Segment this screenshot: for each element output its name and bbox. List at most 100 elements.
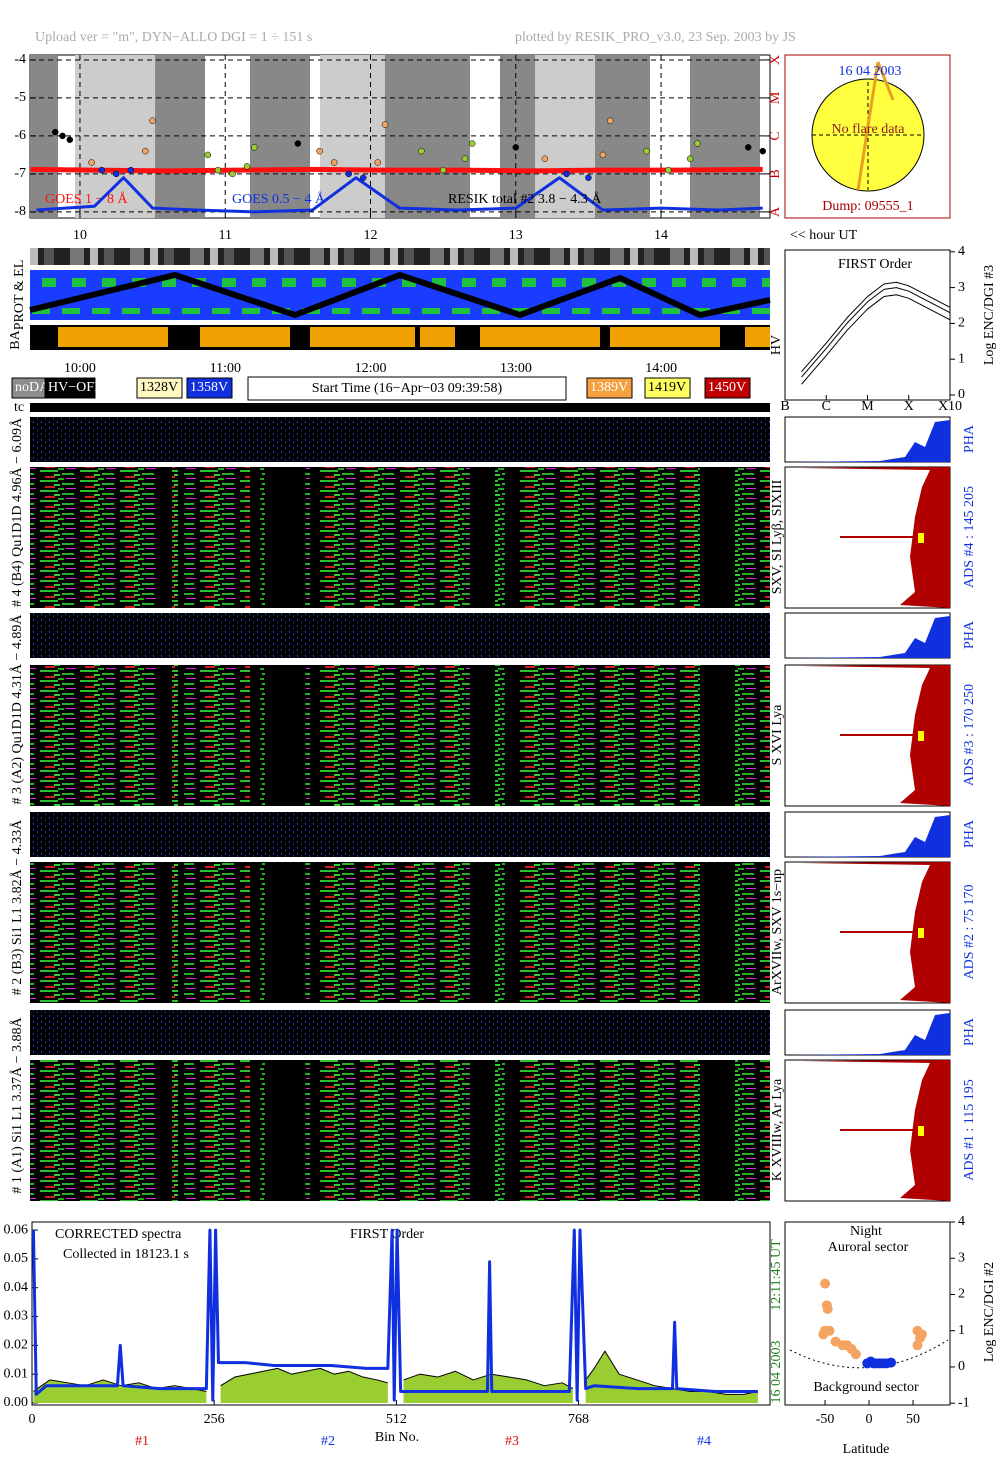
prot-label: PROT & EL: [12, 260, 27, 331]
orbit-track: [29, 271, 771, 319]
pha-spectrogram: [30, 613, 770, 658]
hv-legend-label: 1389V: [590, 380, 628, 395]
pha-spectrogram: [30, 417, 770, 462]
data-gap: [505, 1060, 520, 1201]
y2-tick-label: B: [768, 169, 783, 178]
point: [824, 1325, 835, 1336]
ads-label: ADS #1 : 115 195: [962, 1079, 977, 1180]
data-gap: [178, 862, 184, 1003]
y-tick-label: 0.01: [4, 1366, 29, 1381]
point: [149, 117, 156, 124]
y-tick-label: -1: [958, 1395, 970, 1410]
ads-histogram: [800, 467, 950, 608]
pha-spectrogram: [30, 812, 770, 857]
y2-tick-label: C: [768, 131, 783, 140]
y-axis-label: Log ENC/DGI #2: [982, 1262, 997, 1362]
y-tick-label: 3: [958, 1250, 965, 1265]
pha-label: PHA: [962, 620, 977, 649]
ads-histogram: [800, 665, 950, 806]
hv-label: HV: [769, 335, 784, 355]
y-tick-label: 4: [958, 1214, 965, 1229]
latitude-title: Night: [850, 1224, 882, 1239]
data-gap: [250, 467, 260, 608]
ads-label: ADS #4 : 145 205: [962, 486, 977, 588]
line: [801, 281, 951, 373]
data-gap: [700, 665, 735, 806]
ads-marker: [918, 1126, 924, 1136]
data-gap: [310, 1060, 320, 1201]
point: [461, 155, 469, 162]
latitude-frame: [784, 1221, 951, 1406]
pha-histogram: [785, 420, 950, 462]
ads-marker: [918, 928, 924, 938]
hour-label: 11:00: [210, 361, 241, 376]
point: [88, 159, 95, 166]
hv-legend-label: 1419V: [648, 380, 686, 395]
data-gap: [265, 862, 305, 1003]
data-gap: [470, 467, 495, 608]
hv-title: FIRST Order: [838, 257, 912, 272]
hour-label: 10:00: [64, 361, 96, 376]
data-gap: [700, 862, 735, 1003]
point: [204, 151, 212, 159]
x-tick-label: 0: [866, 1412, 873, 1427]
point: [822, 1303, 833, 1314]
y2-tick-label: A: [768, 206, 783, 217]
hv-ylabel: Log ENC/DGI #3: [982, 265, 997, 365]
orbit-shading: [30, 55, 760, 218]
hv-legend-box: [644, 377, 691, 399]
spectrum-time: 12:11:45 UT: [769, 1239, 784, 1311]
channel-label: #3: [505, 1434, 519, 1449]
data-gap: [178, 467, 184, 608]
ads-label: ADS #2 : 75 170: [962, 885, 977, 980]
data-gap: [265, 1060, 305, 1201]
point: [916, 1329, 927, 1340]
line: [801, 287, 951, 378]
data-gap: [178, 665, 184, 806]
start-time: Start Time (16−Apr−03 09:39:58): [312, 381, 503, 396]
pha-histogram: [785, 815, 950, 857]
point: [59, 132, 66, 140]
tc-bar: [30, 403, 770, 412]
data-gap: [250, 665, 260, 806]
point: [585, 174, 592, 181]
spectrum-note: FIRST Order: [350, 1227, 424, 1242]
point: [316, 147, 323, 155]
line-label: K XVIIIw, Ar Lya: [770, 1078, 785, 1181]
x-tick-label: M: [861, 399, 874, 414]
x-tick-label: 512: [386, 1412, 407, 1427]
point: [345, 170, 352, 178]
data-gap: [160, 665, 172, 806]
y-tick-label: 4: [958, 244, 965, 259]
point: [468, 140, 476, 147]
point: [886, 1357, 897, 1368]
channel-label: # 2 (B3) Si1 L1 3.82Å − 4.33Å: [9, 819, 25, 995]
line-label: SXV, SI Lyβ, SIXIII: [770, 479, 785, 594]
y-tick-label: 0: [958, 387, 965, 402]
data-gap: [700, 467, 735, 608]
y-tick-label: 0.00: [4, 1395, 29, 1410]
area: [33, 1351, 758, 1403]
data-gap: [160, 1060, 172, 1201]
x-tick-label: X10: [938, 399, 962, 414]
y-tick-label: -7: [14, 166, 26, 181]
point: [563, 170, 570, 178]
channel-label: #4: [697, 1434, 711, 1449]
point: [66, 136, 74, 143]
point: [694, 140, 701, 147]
point: [665, 166, 672, 174]
point: [142, 147, 149, 155]
point: [850, 1349, 861, 1360]
x-tick-label: -50: [816, 1412, 835, 1427]
point: [686, 155, 694, 162]
pha-label: PHA: [962, 819, 977, 848]
y-tick-label: -6: [14, 128, 26, 143]
data-gap: [250, 862, 260, 1003]
hv-legend-box: [44, 377, 96, 399]
point: [113, 170, 120, 178]
y-tick-label: 1: [958, 351, 965, 366]
line: [31, 1228, 758, 1402]
y2-tick-label: M: [768, 91, 783, 104]
hv-legend-label: 1328V: [140, 380, 178, 395]
